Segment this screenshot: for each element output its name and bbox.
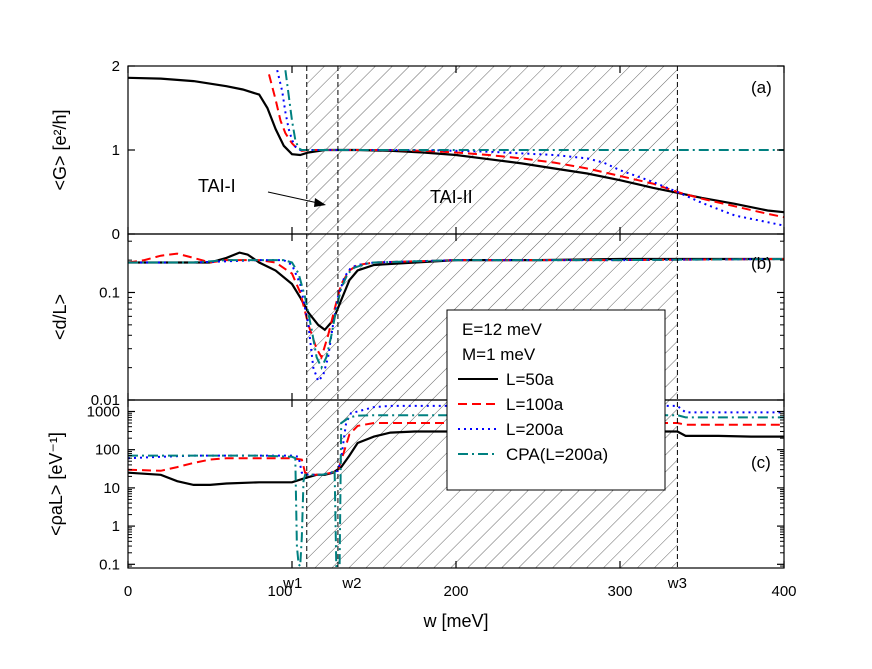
panel-label-c: (c) bbox=[751, 453, 771, 472]
annotation-tai1: TAI-I bbox=[198, 176, 236, 196]
legend-label-1: L=50a bbox=[506, 370, 554, 389]
ylabel-b: <d/L> bbox=[50, 294, 70, 340]
ytick-label-c-0.1: 0.1 bbox=[99, 556, 120, 573]
legend-label-2: L=100a bbox=[506, 395, 564, 414]
annotation-arrow-head bbox=[314, 198, 326, 207]
legend-label-3: L=200a bbox=[506, 420, 564, 439]
series-line-c-1 bbox=[128, 430, 784, 486]
xlabel: w [meV] bbox=[422, 611, 488, 631]
ytick-label-a-0: 0 bbox=[112, 226, 120, 243]
ytick-label-c-1: 1 bbox=[112, 518, 120, 535]
panel-label-b: (b) bbox=[751, 254, 772, 273]
ytick-label-a-2: 2 bbox=[112, 58, 120, 75]
ytick-label-b-0.1: 0.1 bbox=[99, 284, 120, 301]
series-line-a-2 bbox=[268, 74, 784, 219]
series-line-a-4 bbox=[284, 70, 784, 151]
marker-label-w2: w2 bbox=[341, 575, 361, 592]
xtick-label-0: 0 bbox=[124, 583, 132, 600]
legend-header-mass: M=1 meV bbox=[462, 345, 536, 364]
annotation-tai2: TAI-II bbox=[430, 187, 473, 207]
annotation-arrow-line bbox=[267, 191, 319, 204]
ytick-label-a-1: 1 bbox=[112, 142, 120, 159]
legend-header-energy: E=12 meV bbox=[462, 320, 543, 339]
panel-a-series bbox=[128, 69, 784, 227]
legend-box bbox=[446, 309, 666, 491]
series-line-b-4 bbox=[128, 258, 784, 370]
xtick-label-100: 100 bbox=[267, 583, 292, 600]
axis-ticks: w1 w2 w3 0 100 200 300 400 0 1 2 0.01 0.1 0.1 1 10 100 10… bbox=[87, 58, 797, 600]
panel-label-a: (a) bbox=[751, 78, 772, 97]
ylabel-c: <ρaL> [eV⁻¹] bbox=[46, 432, 66, 536]
marker-label-w3: w3 bbox=[667, 575, 687, 592]
ytick-label-c-100: 100 bbox=[95, 442, 120, 459]
legend-label-4: CPA(L=200a) bbox=[506, 445, 608, 464]
ylabel-a: <G> [e²/h] bbox=[50, 109, 70, 190]
xtick-label-400: 400 bbox=[771, 583, 796, 600]
marker-label-w1: w1 bbox=[282, 575, 302, 592]
ytick-label-c-1000: 1000 bbox=[87, 403, 120, 420]
ytick-label-c-10: 10 bbox=[103, 480, 120, 497]
ytick-label-b-0.01: 0.01 bbox=[91, 392, 120, 409]
xtick-label-200: 200 bbox=[443, 583, 468, 600]
panel-b-series bbox=[128, 251, 784, 384]
series-line-a-3 bbox=[276, 69, 784, 227]
xtick-label-300: 300 bbox=[607, 583, 632, 600]
legend: E=12 meV M=1 meV L=50a L=100a L=200a CPA(L=… bbox=[446, 309, 666, 491]
series-line-b-2 bbox=[128, 252, 784, 360]
